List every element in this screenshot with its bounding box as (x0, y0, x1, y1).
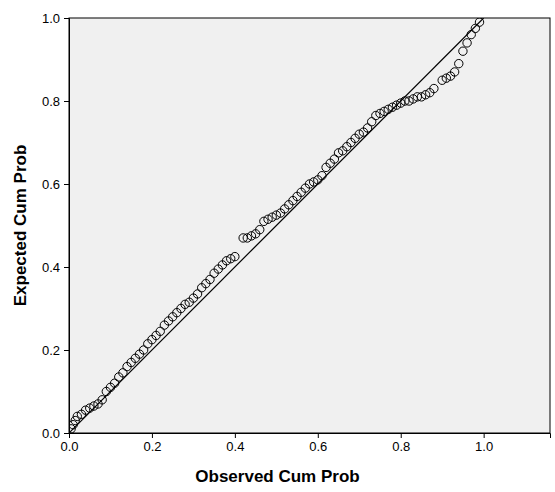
point (467, 30, 475, 38)
y-axis-title: Expected Cum Prob (11, 145, 30, 307)
tick: 0.0 (42, 426, 69, 441)
tick: 0.6 (42, 177, 69, 192)
tick-label: 0.4 (226, 439, 244, 454)
tick-label: 0.2 (42, 343, 60, 358)
point (367, 118, 375, 126)
point (318, 172, 326, 180)
tick-label: 1.0 (475, 439, 493, 454)
tick-mark (64, 18, 69, 19)
tick-mark (152, 433, 153, 438)
tick-mark (235, 433, 236, 438)
tick: 0.2 (42, 343, 69, 358)
tick: 1.0 (42, 11, 69, 26)
point (110, 379, 118, 387)
point (450, 68, 458, 76)
tick-label: 0.6 (42, 177, 60, 192)
tick-label: 0.6 (309, 439, 327, 454)
tick-mark (64, 184, 69, 185)
tick-mark (64, 267, 69, 268)
tick-label: 0.2 (143, 439, 161, 454)
axis-line (70, 434, 551, 439)
tick: 0.4 (42, 260, 69, 275)
tick-label: 0.8 (42, 94, 60, 109)
chart: 0.0 0.2 0.4 0.6 0.8 1.0 0.0 0.2 0.4 0.6 0.8 1.0 Obse… (0, 0, 555, 492)
axis-line (64, 19, 70, 434)
point (330, 155, 338, 163)
plot: 0.0 0.2 0.4 0.6 0.8 1.0 0.0 0.2 0.4 0.6 0.8 1.0 (42, 11, 551, 455)
tick: 0.2 (143, 433, 161, 454)
plot-frame (69, 18, 550, 433)
tick: 0.6 (309, 433, 327, 454)
point (156, 327, 164, 335)
point (206, 275, 214, 283)
tick-mark (484, 433, 485, 438)
tick: 0.4 (226, 433, 244, 454)
tick-mark (318, 433, 319, 438)
point (139, 346, 147, 354)
marks (69, 18, 484, 433)
y-axis: 0.0 0.2 0.4 0.6 0.8 1.0 (42, 11, 70, 441)
x-axis: 0.0 0.2 0.4 0.6 0.8 1.0 (60, 433, 550, 454)
tick-mark (401, 433, 402, 438)
x-axis-title: Observed Cum Prob (195, 467, 359, 486)
point (430, 84, 438, 92)
tick-mark (64, 101, 69, 102)
tick-label: 0.8 (392, 439, 410, 454)
tick-mark (64, 433, 69, 434)
tick-label: 0.0 (60, 439, 78, 454)
tick-label: 0.0 (42, 426, 60, 441)
point (463, 39, 471, 47)
tick-mark (64, 350, 69, 351)
tick-label: 1.0 (42, 11, 60, 26)
point (455, 59, 463, 67)
point (231, 252, 239, 260)
tick: 0.8 (42, 94, 69, 109)
tick: 0.8 (392, 433, 410, 454)
point (459, 47, 467, 55)
point (471, 24, 479, 32)
point (193, 290, 201, 298)
tick: 0.0 (60, 433, 78, 454)
tick: 1.0 (475, 433, 493, 454)
reference-line (69, 18, 484, 433)
tick-label: 0.4 (42, 260, 60, 275)
point (256, 225, 264, 233)
